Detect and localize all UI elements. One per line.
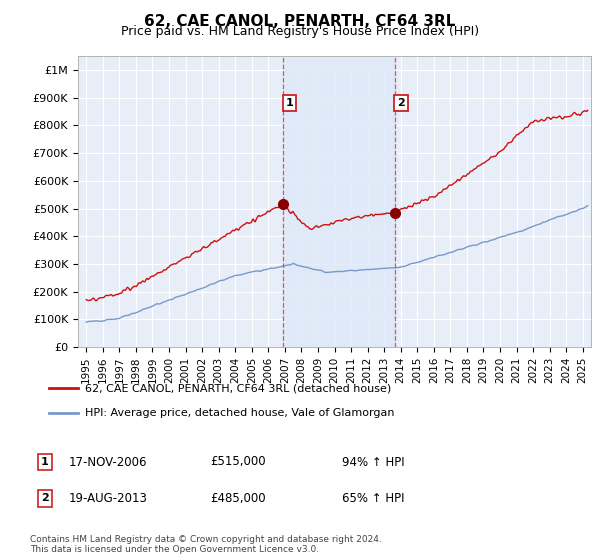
Text: 2: 2 (41, 493, 49, 503)
Text: 1: 1 (286, 98, 293, 108)
Text: HPI: Average price, detached house, Vale of Glamorgan: HPI: Average price, detached house, Vale… (85, 408, 395, 418)
Text: 62, CAE CANOL, PENARTH, CF64 3RL (detached house): 62, CAE CANOL, PENARTH, CF64 3RL (detach… (85, 383, 391, 393)
Text: 19-AUG-2013: 19-AUG-2013 (69, 492, 148, 505)
Text: 62, CAE CANOL, PENARTH, CF64 3RL: 62, CAE CANOL, PENARTH, CF64 3RL (145, 14, 455, 29)
Text: £515,000: £515,000 (210, 455, 266, 469)
Text: 65% ↑ HPI: 65% ↑ HPI (342, 492, 404, 505)
Bar (283, 56, 395, 347)
Text: Price paid vs. HM Land Registry's House Price Index (HPI): Price paid vs. HM Land Registry's House … (121, 25, 479, 38)
Text: £485,000: £485,000 (210, 492, 266, 505)
Text: 2: 2 (397, 98, 405, 108)
Text: 1: 1 (41, 457, 49, 467)
Text: 17-NOV-2006: 17-NOV-2006 (69, 455, 148, 469)
Text: Contains HM Land Registry data © Crown copyright and database right 2024.
This d: Contains HM Land Registry data © Crown c… (30, 535, 382, 554)
Text: 94% ↑ HPI: 94% ↑ HPI (342, 455, 404, 469)
